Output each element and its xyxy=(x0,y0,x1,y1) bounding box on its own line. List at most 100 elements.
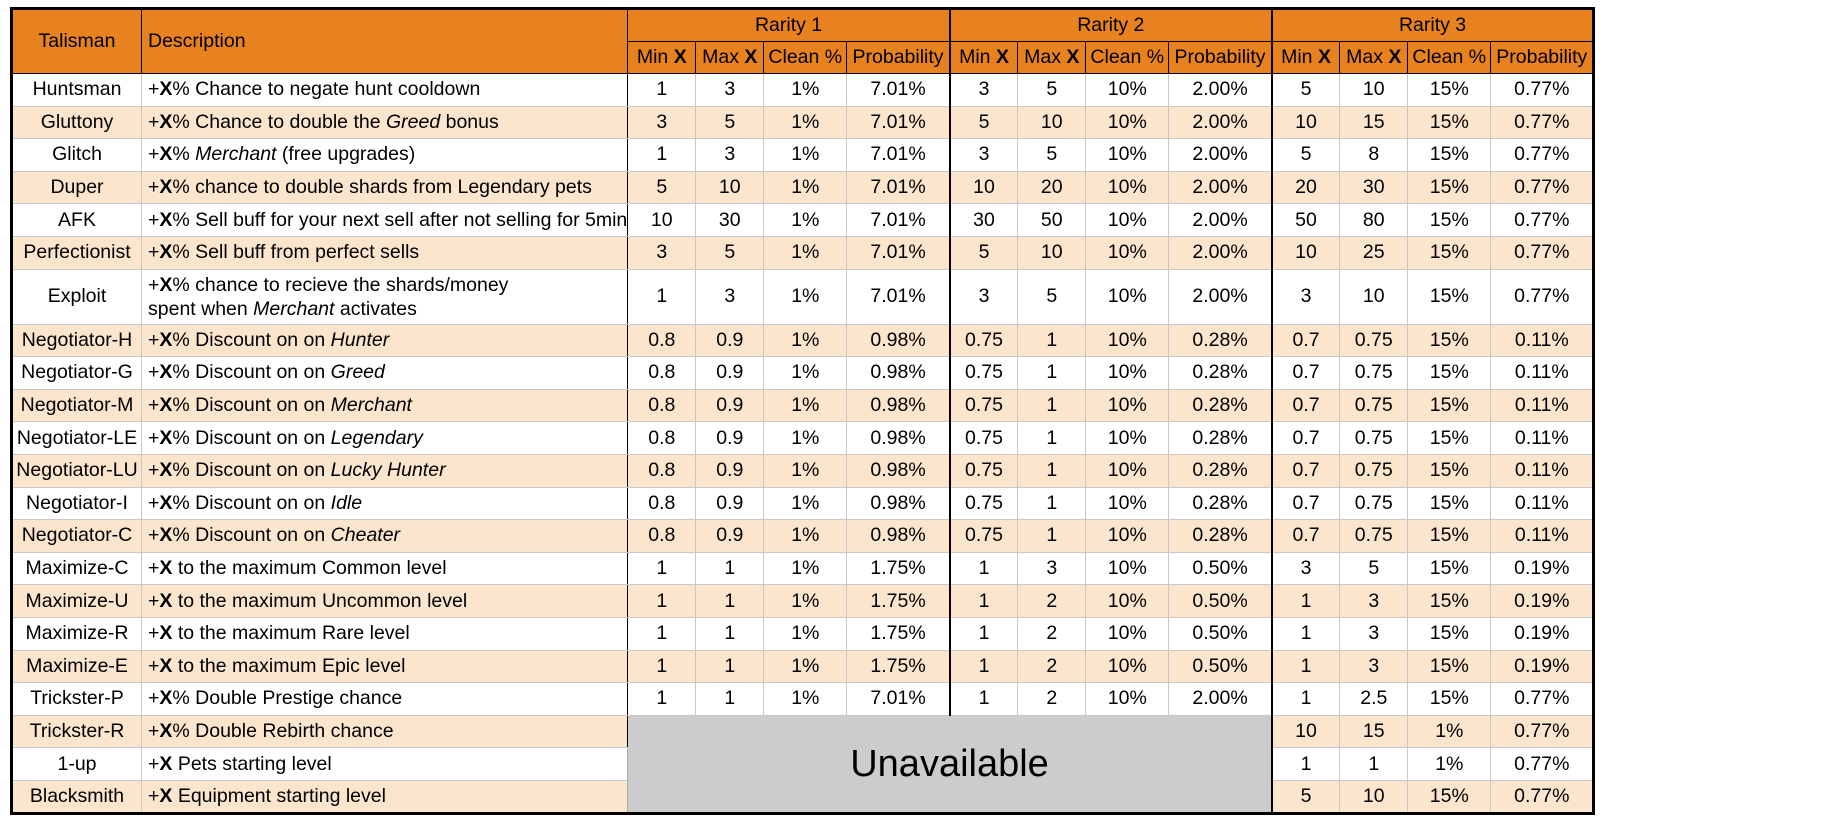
probability-value: 7.01% xyxy=(846,235,951,270)
desc-prefix: + xyxy=(148,459,160,482)
header-probability: Probability xyxy=(846,41,951,74)
desc-text: % Double Prestige chance xyxy=(172,687,403,710)
talisman-name: Maximize-U xyxy=(11,584,142,618)
desc-prefix: + xyxy=(148,589,160,612)
desc-prefix: + xyxy=(148,687,160,710)
probability-value: 0.28% xyxy=(1168,486,1273,521)
min-x-value: 0.75 xyxy=(949,486,1019,521)
clean-percent-value: 10% xyxy=(1085,486,1170,521)
desc-text: % Discount on on xyxy=(172,394,331,417)
desc-text: % Discount on on xyxy=(172,426,331,449)
max-x-value: 10 xyxy=(1339,779,1409,815)
desc-prefix: + xyxy=(148,78,160,101)
min-x-value: 0.7 xyxy=(1271,356,1341,390)
min-x-value: 1 xyxy=(949,584,1019,618)
desc-x: X xyxy=(159,491,173,514)
header-max-x: Max X xyxy=(1339,41,1409,74)
probability-value: 1.75% xyxy=(846,649,951,684)
min-x-value: 1 xyxy=(1271,649,1341,684)
header-clean: Clean % xyxy=(1407,41,1492,74)
clean-percent-value: 1% xyxy=(763,519,848,553)
talisman-name: Trickster-R xyxy=(11,714,142,749)
clean-percent-value: 1% xyxy=(763,682,848,716)
clean-percent-value: 15% xyxy=(1407,138,1492,172)
min-x-value: 1 xyxy=(627,73,697,107)
clean-percent-value: 15% xyxy=(1407,584,1492,618)
clean-percent-value: 15% xyxy=(1407,453,1492,488)
probability-value: 0.19% xyxy=(1490,584,1595,618)
max-x-value: 1 xyxy=(1017,323,1087,358)
min-x-value: 3 xyxy=(627,235,697,270)
desc-text: % chance to double shards from Legendary… xyxy=(172,176,592,199)
desc-italic: Merchant xyxy=(330,394,412,417)
clean-percent-value: 10% xyxy=(1085,323,1170,358)
probability-value: 0.28% xyxy=(1168,453,1273,488)
clean-percent-value: 15% xyxy=(1407,235,1492,270)
min-x-value: 0.75 xyxy=(949,323,1019,358)
desc-x: X xyxy=(159,394,173,417)
min-x-value: 1 xyxy=(627,649,697,684)
clean-percent-value: 15% xyxy=(1407,388,1492,423)
clean-percent-value: 1% xyxy=(763,73,848,107)
talisman-name: Negotiator-I xyxy=(11,486,142,521)
probability-value: 0.28% xyxy=(1168,388,1273,423)
desc-x: X xyxy=(159,143,173,166)
max-x-value: 5 xyxy=(695,105,765,140)
max-x-value: 3 xyxy=(1339,584,1409,618)
talisman-name: Perfectionist xyxy=(11,235,142,270)
desc-italic: Hunter xyxy=(330,328,390,351)
desc-x: X xyxy=(159,785,173,808)
clean-percent-value: 15% xyxy=(1407,421,1492,455)
desc-prefix: + xyxy=(148,426,160,449)
probability-value: 7.01% xyxy=(846,138,951,172)
max-x-value: 1 xyxy=(695,584,765,618)
header-x-label: X xyxy=(1388,46,1402,68)
table-row: Maximize-U +X to the maximum Uncommon lev… xyxy=(11,584,1595,618)
min-x-value: 3 xyxy=(949,73,1019,107)
min-x-value: 1 xyxy=(949,649,1019,684)
max-x-value: 5 xyxy=(695,235,765,270)
desc-x: X xyxy=(159,328,173,351)
max-x-value: 1 xyxy=(1017,388,1087,423)
clean-percent-value: 1% xyxy=(763,551,848,586)
max-x-value: 1 xyxy=(695,616,765,651)
probability-value: 0.98% xyxy=(846,323,951,358)
min-x-value: 0.8 xyxy=(627,388,697,423)
desc-italic: Lucky Hunter xyxy=(330,459,446,482)
talisman-description: +X% chance to double shards from Legenda… xyxy=(140,170,629,205)
probability-value: 0.11% xyxy=(1490,486,1595,521)
header-description: Description xyxy=(140,8,629,74)
talisman-description: +X to the maximum Uncommon level xyxy=(140,584,629,618)
desc-text: % Discount on on xyxy=(172,491,331,514)
header-clean: Clean % xyxy=(763,41,848,74)
talisman-name: Negotiator-LU xyxy=(11,453,142,488)
min-x-value: 5 xyxy=(949,235,1019,270)
min-x-value: 1 xyxy=(627,584,697,618)
max-x-value: 0.9 xyxy=(695,519,765,553)
probability-value: 0.98% xyxy=(846,453,951,488)
probability-value: 2.00% xyxy=(1168,203,1273,237)
desc-prefix: + xyxy=(148,361,160,384)
header-x-label: X xyxy=(1066,46,1080,68)
header-probability: Probability xyxy=(1168,41,1273,74)
probability-value: 0.19% xyxy=(1490,649,1595,684)
table-row: Trickster-P +X% Double Prestige chance 1 1 1… xyxy=(11,682,1595,716)
talisman-table: Talisman Description Rarity 1 Rarity 2 R… xyxy=(10,7,1596,816)
clean-percent-value: 10% xyxy=(1085,421,1170,455)
table-row: Huntsman +X% Chance to negate hunt cooldo… xyxy=(11,73,1595,107)
max-x-value: 0.9 xyxy=(695,356,765,390)
talisman-name: Negotiator-C xyxy=(11,519,142,553)
clean-percent-value: 1% xyxy=(1407,714,1492,749)
clean-percent-value: 15% xyxy=(1407,73,1492,107)
probability-value: 0.77% xyxy=(1490,105,1595,140)
clean-percent-value: 10% xyxy=(1085,268,1170,325)
probability-value: 0.77% xyxy=(1490,203,1595,237)
max-x-value: 1 xyxy=(695,682,765,716)
desc-italic: Cheater xyxy=(330,524,401,547)
desc-italic: Greed xyxy=(330,361,385,384)
desc-x: X xyxy=(159,241,173,264)
talisman-name: 1-up xyxy=(11,747,142,781)
probability-value: 0.50% xyxy=(1168,616,1273,651)
min-x-value: 1 xyxy=(1271,747,1341,781)
clean-percent-value: 15% xyxy=(1407,616,1492,651)
